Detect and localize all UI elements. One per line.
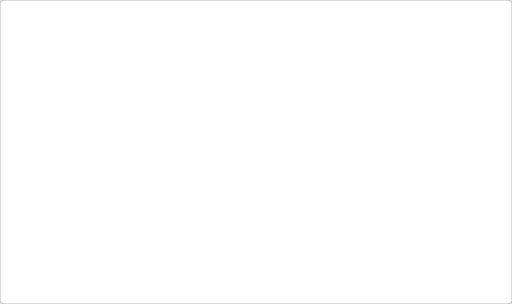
Bar bbox=[197, 120, 224, 243]
Bar bbox=[282, 98, 309, 243]
Bar bbox=[254, 137, 282, 243]
Legend: France, UK: France, UK bbox=[233, 287, 330, 304]
Bar bbox=[450, 116, 477, 243]
Bar bbox=[423, 190, 450, 243]
Bar bbox=[339, 173, 366, 243]
Bar bbox=[170, 109, 197, 243]
Title: The chart below shows the expenditure of two countries on
consumer goods in 2010: The chart below shows the expenditure of… bbox=[83, 10, 480, 59]
Bar bbox=[113, 83, 140, 243]
Bar bbox=[86, 102, 113, 243]
Bar bbox=[366, 194, 393, 243]
